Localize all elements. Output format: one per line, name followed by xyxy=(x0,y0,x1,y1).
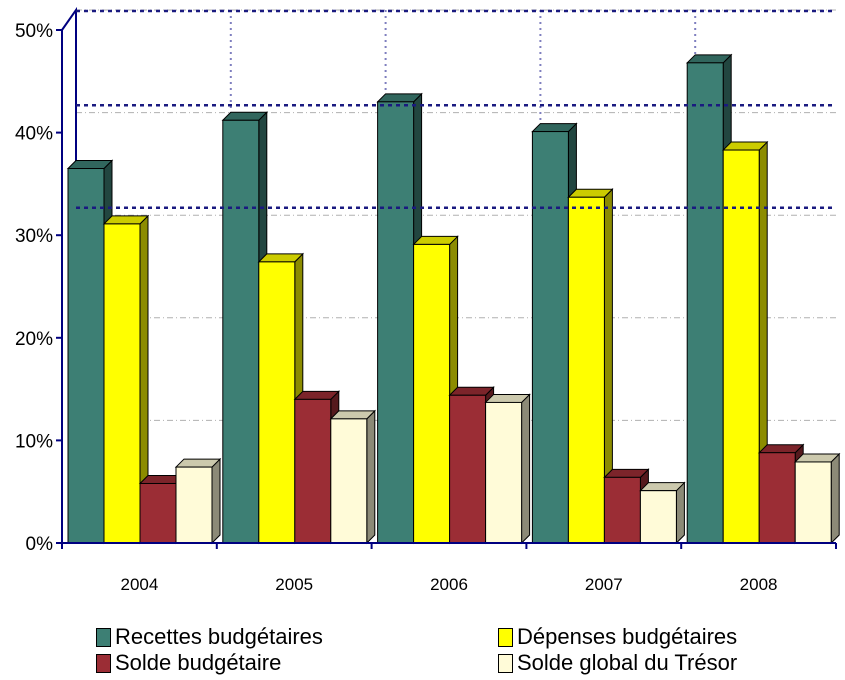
bar-2006-1 xyxy=(413,243,451,544)
bar-top-2008-1 xyxy=(721,141,769,151)
y-tick-label-10pct: 10% xyxy=(15,431,53,452)
legend-swatch-recettes xyxy=(96,627,111,647)
bar-top-2005-3 xyxy=(329,410,377,420)
bar-2007-0 xyxy=(531,131,569,544)
bar-side-2004-3 xyxy=(211,457,221,545)
legend-label-solde-budgetaire: Solde budgétaire xyxy=(115,650,282,675)
legend-item-depenses: Dépenses budgétaires xyxy=(498,626,737,648)
bar-top-2004-1 xyxy=(102,215,150,225)
legend-swatch-solde-global xyxy=(498,653,513,673)
x-tick-label-2006: 2006 xyxy=(430,575,468,594)
legend-swatch-depenses xyxy=(498,627,513,647)
bar-2005-3 xyxy=(330,418,368,544)
bar-2005-2 xyxy=(294,398,332,544)
bar-side-2005-3 xyxy=(366,409,376,545)
bar-top-2005-1 xyxy=(257,253,305,263)
legend-label-recettes: Recettes budgétaires xyxy=(115,624,323,649)
bar-top-2008-3 xyxy=(793,453,841,463)
bar-2006-3 xyxy=(485,401,523,544)
bar-top-2006-2 xyxy=(448,386,495,396)
bar-top-2006-0 xyxy=(376,93,423,103)
bar-2006-2 xyxy=(449,394,487,544)
bar-top-2008-0 xyxy=(685,54,733,64)
legend-label-solde-global: Solde global du Trésor xyxy=(517,650,738,675)
bar-top-2004-3 xyxy=(174,458,222,468)
bar-side-2006-3 xyxy=(521,393,531,545)
bar-2008-1 xyxy=(722,149,760,544)
bar-2004-3 xyxy=(175,466,213,544)
bar-2005-0 xyxy=(222,119,260,544)
y-tick-label-30pct: 30% xyxy=(15,226,53,247)
bar-2008-2 xyxy=(758,452,796,544)
bar-2007-2 xyxy=(603,476,641,544)
bar-2004-1 xyxy=(103,223,141,544)
x-tick-label-2005: 2005 xyxy=(275,575,313,594)
x-tick-label-2007: 2007 xyxy=(585,575,623,594)
bar-2005-1 xyxy=(258,261,296,544)
bar-2007-3 xyxy=(639,490,677,544)
bar-top-2006-3 xyxy=(484,393,531,403)
bar-top-2008-2 xyxy=(757,444,805,454)
bar-2006-0 xyxy=(377,101,415,544)
bar-top-2007-0 xyxy=(531,123,578,133)
x-tick-label-2004: 2004 xyxy=(120,575,158,594)
bar-top-2005-0 xyxy=(221,111,269,121)
bar-side-2007-3 xyxy=(675,481,685,545)
bar-2004-2 xyxy=(139,482,177,544)
bar-2008-0 xyxy=(686,62,724,544)
bar-2008-3 xyxy=(794,461,832,544)
chart-canvas: 2004 2005 2006 2007 2008 0% 10% 20% 30% 40% 50% xyxy=(15,6,841,594)
bar-top-2007-1 xyxy=(567,188,614,198)
legend-item-recettes: Recettes budgétaires xyxy=(96,626,323,648)
y-tick-label-20pct: 20% xyxy=(15,329,53,350)
y-tick-label-50pct: 50% xyxy=(15,21,53,42)
legend-swatch-solde-budgetaire xyxy=(96,653,111,673)
bar-2007-1 xyxy=(567,196,605,544)
legend-item-solde-global: Solde global du Trésor xyxy=(498,652,737,674)
bar-side-2008-3 xyxy=(830,452,840,545)
legend-label-depenses: Dépenses budgétaires xyxy=(517,624,738,649)
bar-2004-0 xyxy=(67,168,105,544)
y-tick-label-0pct: 0% xyxy=(26,534,54,555)
bar-top-2006-1 xyxy=(412,235,459,245)
bar-top-2004-0 xyxy=(66,160,114,170)
bar-top-2007-2 xyxy=(603,468,650,478)
bar-top-2005-2 xyxy=(293,390,341,400)
bar-top-2007-3 xyxy=(639,482,686,492)
legend-item-solde-budgetaire: Solde budgétaire xyxy=(96,652,281,674)
chart-legend: Recettes budgétaires Dépenses budgétaire… xyxy=(0,620,845,680)
x-tick-label-2008: 2008 xyxy=(740,575,778,594)
y-tick-label-40pct: 40% xyxy=(15,124,53,145)
